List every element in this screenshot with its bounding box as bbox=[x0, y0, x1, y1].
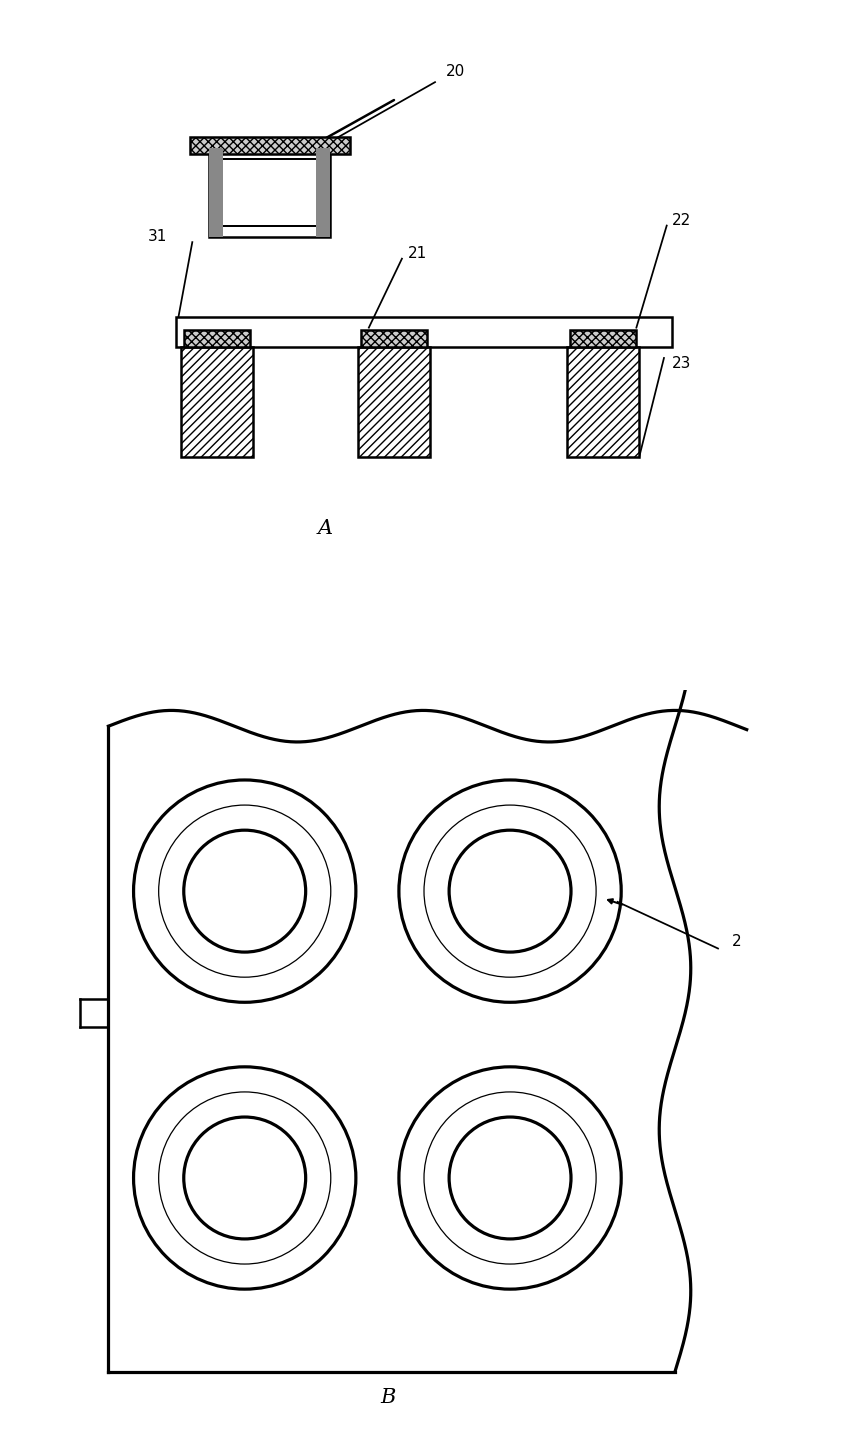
Bar bbox=[190, 138, 349, 154]
Text: 20: 20 bbox=[446, 64, 466, 78]
Text: 21: 21 bbox=[407, 245, 427, 261]
Bar bbox=[184, 331, 250, 347]
Bar bbox=[316, 148, 330, 237]
Bar bbox=[220, 160, 319, 225]
Bar bbox=[567, 347, 639, 457]
Text: 23: 23 bbox=[672, 355, 692, 371]
Bar bbox=[209, 148, 330, 237]
Text: 2: 2 bbox=[733, 934, 742, 949]
Bar bbox=[209, 148, 223, 237]
Bar bbox=[360, 331, 427, 347]
Text: 31: 31 bbox=[148, 229, 168, 244]
Bar bbox=[181, 347, 253, 457]
Text: B: B bbox=[381, 1389, 396, 1407]
Bar bbox=[176, 316, 672, 347]
Bar bbox=[570, 331, 636, 347]
Text: 22: 22 bbox=[672, 212, 691, 228]
Bar bbox=[358, 347, 430, 457]
Text: A: A bbox=[317, 519, 332, 538]
